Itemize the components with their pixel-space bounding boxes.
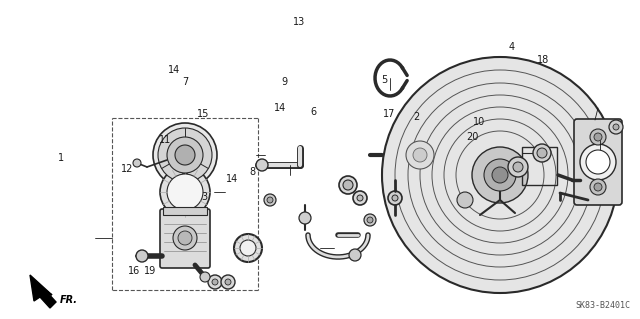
Polygon shape	[30, 275, 56, 308]
Circle shape	[200, 272, 210, 282]
Circle shape	[153, 123, 217, 187]
Circle shape	[382, 57, 618, 293]
Circle shape	[178, 231, 192, 245]
Circle shape	[212, 279, 218, 285]
Circle shape	[136, 250, 148, 262]
Circle shape	[173, 226, 197, 250]
FancyBboxPatch shape	[574, 119, 622, 205]
Text: 1: 1	[58, 153, 64, 163]
Circle shape	[353, 191, 367, 205]
Circle shape	[339, 176, 357, 194]
Circle shape	[357, 195, 363, 201]
Circle shape	[299, 212, 311, 224]
Circle shape	[472, 147, 528, 203]
Circle shape	[175, 145, 195, 165]
Circle shape	[208, 275, 222, 289]
Circle shape	[158, 128, 212, 182]
Circle shape	[609, 120, 623, 134]
Circle shape	[367, 217, 373, 223]
Circle shape	[343, 180, 353, 190]
Circle shape	[364, 214, 376, 226]
Circle shape	[613, 124, 619, 130]
Text: 20: 20	[466, 131, 479, 142]
Circle shape	[484, 159, 516, 191]
Circle shape	[413, 148, 427, 162]
Text: 19: 19	[143, 265, 156, 276]
Circle shape	[586, 150, 610, 174]
Text: 16: 16	[128, 265, 141, 276]
Circle shape	[349, 249, 361, 261]
Circle shape	[234, 234, 262, 262]
Circle shape	[240, 240, 256, 256]
Circle shape	[264, 194, 276, 206]
Circle shape	[221, 275, 235, 289]
FancyBboxPatch shape	[160, 209, 210, 268]
Text: 12: 12	[120, 164, 133, 174]
Text: 6: 6	[310, 107, 317, 117]
Text: 14: 14	[168, 64, 180, 75]
Circle shape	[580, 144, 616, 180]
Circle shape	[594, 133, 602, 141]
Circle shape	[388, 191, 402, 205]
FancyBboxPatch shape	[163, 207, 207, 215]
Text: FR.: FR.	[60, 295, 78, 305]
Circle shape	[256, 159, 268, 171]
Text: 2: 2	[413, 112, 419, 122]
Circle shape	[225, 279, 231, 285]
Circle shape	[492, 167, 508, 183]
Circle shape	[167, 137, 203, 173]
Text: 14: 14	[274, 103, 287, 113]
Circle shape	[267, 197, 273, 203]
Text: 8: 8	[250, 167, 256, 177]
Circle shape	[513, 162, 523, 172]
Text: 18: 18	[536, 55, 549, 65]
Circle shape	[133, 159, 141, 167]
Text: 17: 17	[383, 109, 396, 119]
Circle shape	[508, 157, 528, 177]
Circle shape	[457, 192, 473, 208]
Circle shape	[533, 144, 551, 162]
Circle shape	[590, 129, 606, 145]
Text: 14: 14	[225, 174, 238, 184]
Circle shape	[594, 183, 602, 191]
Circle shape	[392, 195, 398, 201]
Text: 9: 9	[282, 77, 288, 87]
Circle shape	[590, 179, 606, 195]
Text: 13: 13	[293, 17, 306, 27]
Text: 10: 10	[472, 117, 485, 127]
Text: 4: 4	[509, 42, 515, 52]
Circle shape	[167, 174, 203, 210]
Text: 15: 15	[197, 109, 210, 119]
Circle shape	[160, 167, 210, 217]
Text: 3: 3	[202, 192, 208, 202]
Text: SK83-B2401C: SK83-B2401C	[575, 301, 630, 310]
Circle shape	[406, 141, 434, 169]
Text: 7: 7	[182, 77, 189, 87]
Text: 11: 11	[159, 135, 172, 145]
Circle shape	[537, 148, 547, 158]
Text: 5: 5	[381, 75, 387, 85]
